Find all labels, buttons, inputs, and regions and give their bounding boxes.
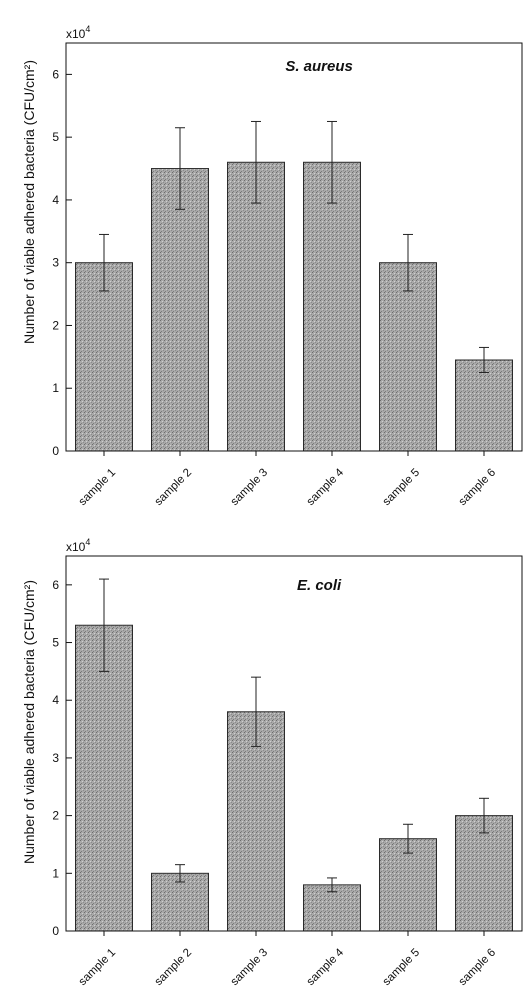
bar-sample-3: [227, 161, 285, 452]
x-tick-label: sample 3: [229, 947, 270, 988]
bar-sample-4: [303, 161, 361, 452]
y-axis-label: Number of viable adhered bacteria (CFU/c…: [21, 580, 37, 864]
y-tick-label: 6: [52, 67, 59, 81]
y-axis-label: Number of viable adhered bacteria (CFU/c…: [21, 60, 37, 344]
bar-sample-5: [379, 838, 437, 932]
x-tick-label: sample 4: [305, 466, 347, 508]
y-tick-label: 5: [52, 636, 59, 650]
bar-sample-2: [151, 168, 209, 452]
chart-panel-e-coli: Number of viable adhered bacteria (CFU/c…: [21, 537, 523, 988]
x-tick-label: sample 1: [77, 947, 118, 988]
y-tick-label: 5: [52, 130, 59, 144]
x-tick-label: sample 5: [381, 947, 422, 988]
y-tick-label: 1: [52, 381, 59, 395]
y-tick-label: 2: [52, 318, 59, 332]
x-tick-label: sample 1: [77, 467, 118, 508]
y-tick-label: 3: [52, 751, 59, 765]
y-multiplier: x104: [66, 537, 90, 554]
x-tick-label: sample 2: [153, 947, 194, 988]
bar-sample-6: [455, 359, 513, 452]
y-multiplier: x104: [66, 24, 90, 41]
x-tick-label: sample 5: [381, 467, 422, 508]
chart-panel-s-aureus: Number of viable adhered bacteria (CFU/c…: [21, 24, 523, 508]
x-tick-label: sample 6: [457, 467, 498, 508]
y-tick-label: 3: [52, 256, 59, 270]
y-tick-label: 4: [52, 693, 59, 707]
x-tick-label: sample 3: [229, 467, 270, 508]
y-tick-label: 6: [52, 578, 59, 592]
y-tick-label: 1: [52, 866, 59, 880]
chart-title: S. aureus: [285, 58, 353, 75]
y-tick-label: 2: [52, 809, 59, 823]
y-tick-label: 0: [52, 924, 59, 938]
x-tick-label: sample 2: [153, 467, 194, 508]
plot-frame: [65, 42, 523, 452]
bar-sample-3: [227, 711, 285, 932]
bar-sample-2: [151, 872, 209, 932]
y-tick-label: 4: [52, 193, 59, 207]
bar-sample-5: [379, 262, 437, 452]
x-tick-label: sample 4: [305, 946, 347, 988]
chart-title: E. coli: [297, 577, 342, 594]
plot-frame: [65, 555, 523, 932]
x-tick-label: sample 6: [457, 947, 498, 988]
y-tick-label: 0: [52, 444, 59, 458]
